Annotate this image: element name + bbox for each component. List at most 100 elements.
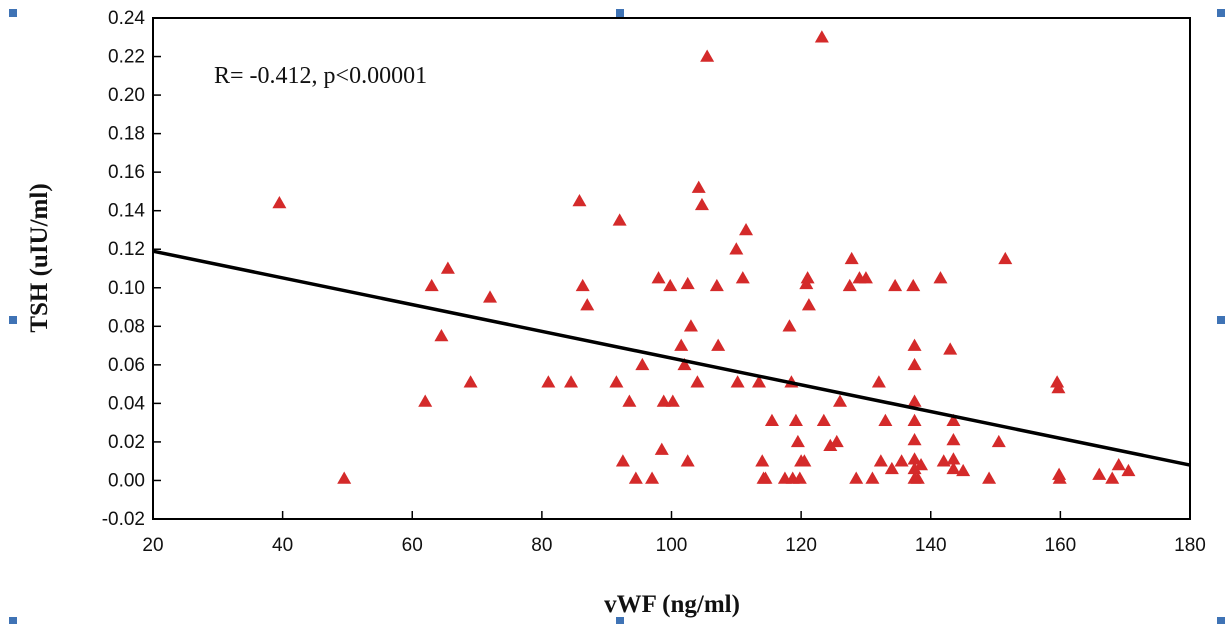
data-point <box>800 271 815 284</box>
x-tick-label: 40 <box>272 535 293 556</box>
data-point <box>842 278 857 292</box>
plot-frame <box>152 17 1191 520</box>
data-point <box>849 471 864 484</box>
data-point <box>829 434 844 448</box>
data-point <box>628 471 643 484</box>
data-point <box>694 197 709 211</box>
data-point <box>645 471 660 484</box>
data-point <box>635 357 650 371</box>
selection-handles <box>9 9 1225 624</box>
data-point <box>656 394 671 407</box>
y-tick-label: 0.22 <box>108 47 145 68</box>
selection-handle <box>9 9 17 17</box>
selection-handle <box>616 9 624 17</box>
data-point <box>792 471 807 484</box>
data-point <box>946 452 961 465</box>
data-point <box>674 338 689 351</box>
selection-handle <box>1217 316 1225 324</box>
data-point <box>982 471 997 484</box>
x-tick-label: 120 <box>785 535 817 556</box>
selection-handle <box>9 617 17 624</box>
data-point <box>823 438 838 452</box>
y-tick-label: 0.20 <box>108 85 145 106</box>
x-tick-label: 180 <box>1174 535 1206 556</box>
data-point <box>946 432 961 446</box>
y-tick-label: 0.08 <box>108 316 145 337</box>
selection-handle <box>9 316 17 324</box>
data-point <box>946 413 961 426</box>
data-point <box>564 375 579 388</box>
data-point <box>337 471 352 484</box>
data-point <box>680 454 695 467</box>
data-point <box>946 461 961 475</box>
data-point <box>575 278 590 292</box>
data-point <box>680 276 695 290</box>
data-point <box>463 375 478 388</box>
data-point <box>833 394 848 407</box>
data-point <box>541 375 556 388</box>
data-point <box>663 278 678 292</box>
data-point <box>700 49 715 62</box>
data-point <box>1052 471 1067 484</box>
data-point <box>865 471 880 484</box>
data-point <box>615 454 630 467</box>
data-point <box>709 278 724 292</box>
data-point <box>907 394 922 407</box>
data-point <box>873 454 888 467</box>
y-tick-label: 0.10 <box>108 278 145 299</box>
data-point <box>434 328 449 342</box>
data-point <box>816 413 831 426</box>
data-point <box>609 375 624 388</box>
data-point <box>906 278 921 292</box>
data-point <box>933 271 948 284</box>
y-tick-label: 0.04 <box>108 393 145 414</box>
data-point <box>440 261 455 274</box>
x-axis-title: vWF (ng/ml) <box>604 591 740 618</box>
data-points <box>272 30 1136 484</box>
data-point <box>1092 467 1107 480</box>
data-point <box>654 442 669 455</box>
data-point <box>622 394 637 407</box>
data-point <box>651 271 666 284</box>
data-point <box>907 432 922 446</box>
x-tick-label: 160 <box>1045 535 1077 556</box>
data-point <box>272 195 287 209</box>
data-point <box>914 458 929 471</box>
y-axis-title: TSH (uIU/ml) <box>26 183 53 332</box>
data-point <box>907 461 922 475</box>
y-tick-label: 0.06 <box>108 355 145 376</box>
data-point <box>690 375 705 388</box>
data-point <box>572 194 587 207</box>
data-point <box>580 298 595 311</box>
data-point <box>888 278 903 292</box>
data-point <box>910 471 925 484</box>
data-point <box>871 375 886 388</box>
data-point <box>764 413 779 426</box>
data-point <box>751 375 766 388</box>
data-point <box>878 413 893 426</box>
data-point <box>677 357 692 371</box>
data-point <box>801 298 816 311</box>
data-point <box>907 357 922 371</box>
x-tick-label: 20 <box>142 535 163 556</box>
data-point <box>758 471 773 484</box>
data-point <box>612 213 627 226</box>
selection-handle <box>1217 617 1225 624</box>
data-point <box>418 394 433 407</box>
data-point <box>683 319 698 332</box>
data-point <box>691 180 706 193</box>
data-point <box>1121 463 1136 477</box>
data-point <box>788 413 803 426</box>
data-point <box>735 271 750 284</box>
y-axis: -0.02 0.00 0.02 0.04 0.06 0.08 0.10 0.12 0.14 0.1… <box>102 8 161 530</box>
y-tick-label: -0.02 <box>102 509 145 530</box>
data-point <box>424 278 439 292</box>
data-point <box>894 454 909 467</box>
data-point <box>1051 380 1066 394</box>
data-point <box>991 434 1006 448</box>
data-point <box>907 338 922 351</box>
data-point <box>1050 375 1065 388</box>
y-tick-label: 0.18 <box>108 124 145 145</box>
data-point <box>1111 458 1126 471</box>
